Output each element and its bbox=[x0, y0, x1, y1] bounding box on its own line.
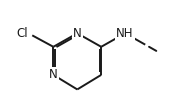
Text: NH: NH bbox=[116, 27, 134, 40]
Text: N: N bbox=[49, 68, 58, 81]
Text: N: N bbox=[73, 27, 82, 40]
Text: Cl: Cl bbox=[17, 27, 28, 40]
